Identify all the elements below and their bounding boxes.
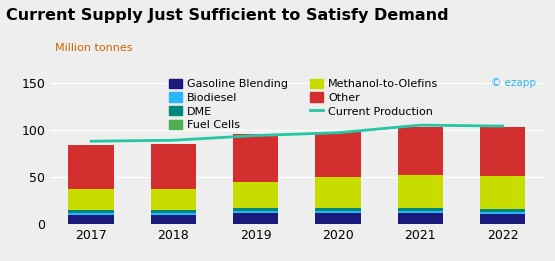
Current Production bbox=[500, 124, 506, 128]
Bar bbox=[151, 210, 196, 213]
Current Production bbox=[335, 131, 341, 134]
Bar bbox=[480, 214, 526, 224]
Bar bbox=[233, 182, 279, 208]
Bar bbox=[398, 211, 443, 213]
Bar bbox=[151, 144, 196, 189]
Text: © ezapp: © ezapp bbox=[492, 78, 537, 88]
Bar bbox=[233, 213, 279, 224]
Bar bbox=[315, 177, 361, 208]
Current Production bbox=[88, 140, 94, 143]
Bar bbox=[151, 215, 196, 224]
Text: Current Supply Just Sufficient to Satisfy Demand: Current Supply Just Sufficient to Satisf… bbox=[6, 8, 448, 23]
Bar bbox=[480, 212, 526, 214]
Bar bbox=[480, 127, 526, 176]
Bar bbox=[151, 213, 196, 215]
Bar bbox=[480, 209, 526, 212]
Text: Million tonnes: Million tonnes bbox=[55, 43, 133, 54]
Bar bbox=[233, 134, 279, 182]
Bar bbox=[315, 211, 361, 213]
Bar bbox=[233, 211, 279, 213]
Current Production bbox=[253, 134, 259, 137]
Bar bbox=[315, 208, 361, 211]
Bar bbox=[68, 215, 114, 224]
Bar bbox=[151, 189, 196, 210]
Current Production bbox=[170, 139, 176, 142]
Legend: Gasoline Blending, Biodiesel, DME, Fuel Cells, Methanol-to-Olefins, Other, Curre: Gasoline Blending, Biodiesel, DME, Fuel … bbox=[169, 79, 438, 130]
Bar bbox=[315, 213, 361, 224]
Bar bbox=[68, 213, 114, 215]
Bar bbox=[398, 213, 443, 224]
Line: Current Production: Current Production bbox=[91, 125, 503, 141]
Bar bbox=[68, 145, 114, 189]
Bar bbox=[398, 127, 443, 175]
Bar bbox=[398, 175, 443, 208]
Bar bbox=[398, 208, 443, 211]
Bar bbox=[68, 189, 114, 210]
Bar bbox=[480, 176, 526, 209]
Bar bbox=[233, 208, 279, 211]
Bar bbox=[68, 210, 114, 213]
Bar bbox=[315, 132, 361, 177]
Current Production bbox=[417, 123, 423, 127]
